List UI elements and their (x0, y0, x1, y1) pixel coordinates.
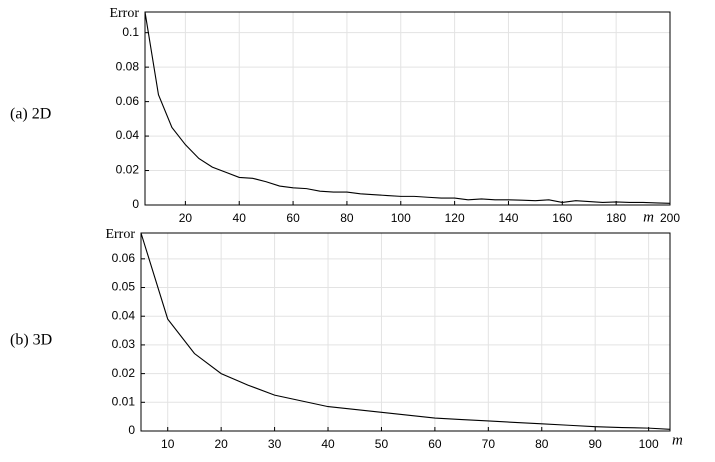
y-tick-label: 0.06 (112, 251, 136, 265)
x-tick-label: 80 (535, 437, 549, 451)
y-tick-label: 0 (132, 197, 139, 211)
y-axis-label: Error (105, 227, 135, 242)
error-line (140, 232, 671, 430)
x-tick-label: 30 (268, 437, 282, 451)
x-tick-label: 70 (482, 437, 496, 451)
x-axis-label: m (643, 209, 654, 225)
x-tick-label: 160 (552, 211, 572, 225)
y-tick-label: 0.01 (112, 394, 136, 408)
x-tick-label: 40 (233, 211, 247, 225)
x-tick-label: 10 (161, 437, 175, 451)
x-axis-label: m (672, 432, 683, 448)
plot-frame (144, 11, 671, 206)
panel-label: (a) 2D (10, 106, 51, 123)
x-tick-label: 40 (321, 437, 335, 451)
y-tick-label: 0.1 (122, 25, 139, 39)
y-axis-label: Error (109, 6, 139, 21)
y-tick-label: 0 (128, 423, 135, 437)
y-tick-label: 0.05 (112, 280, 136, 294)
y-tick-label: 0.04 (112, 308, 136, 322)
x-tick-label: 50 (375, 437, 389, 451)
plot-frame (140, 232, 671, 432)
x-tick-label: 200 (660, 211, 680, 225)
x-tick-label: 20 (179, 211, 193, 225)
x-tick-label: 80 (340, 211, 354, 225)
y-tick-label: 0.02 (112, 366, 136, 380)
plot-area (141, 233, 670, 431)
x-tick-label: 60 (286, 211, 300, 225)
x-tick-label: 120 (445, 211, 465, 225)
x-tick-label: 60 (428, 437, 442, 451)
x-tick-label: 20 (214, 437, 228, 451)
x-tick-label: 140 (498, 211, 518, 225)
x-tick-label: 100 (639, 437, 659, 451)
y-tick-label: 0.04 (116, 128, 140, 142)
plot-area (145, 12, 670, 205)
y-tick-label: 0.02 (116, 163, 140, 177)
error-line (144, 11, 671, 204)
y-tick-label: 0.03 (112, 337, 136, 351)
x-tick-label: 180 (606, 211, 626, 225)
x-tick-label: 90 (589, 437, 603, 451)
y-tick-label: 0.06 (116, 94, 140, 108)
y-tick-label: 0.08 (116, 59, 140, 73)
panel-label: (b) 3D (10, 332, 52, 349)
x-tick-label: 100 (391, 211, 411, 225)
